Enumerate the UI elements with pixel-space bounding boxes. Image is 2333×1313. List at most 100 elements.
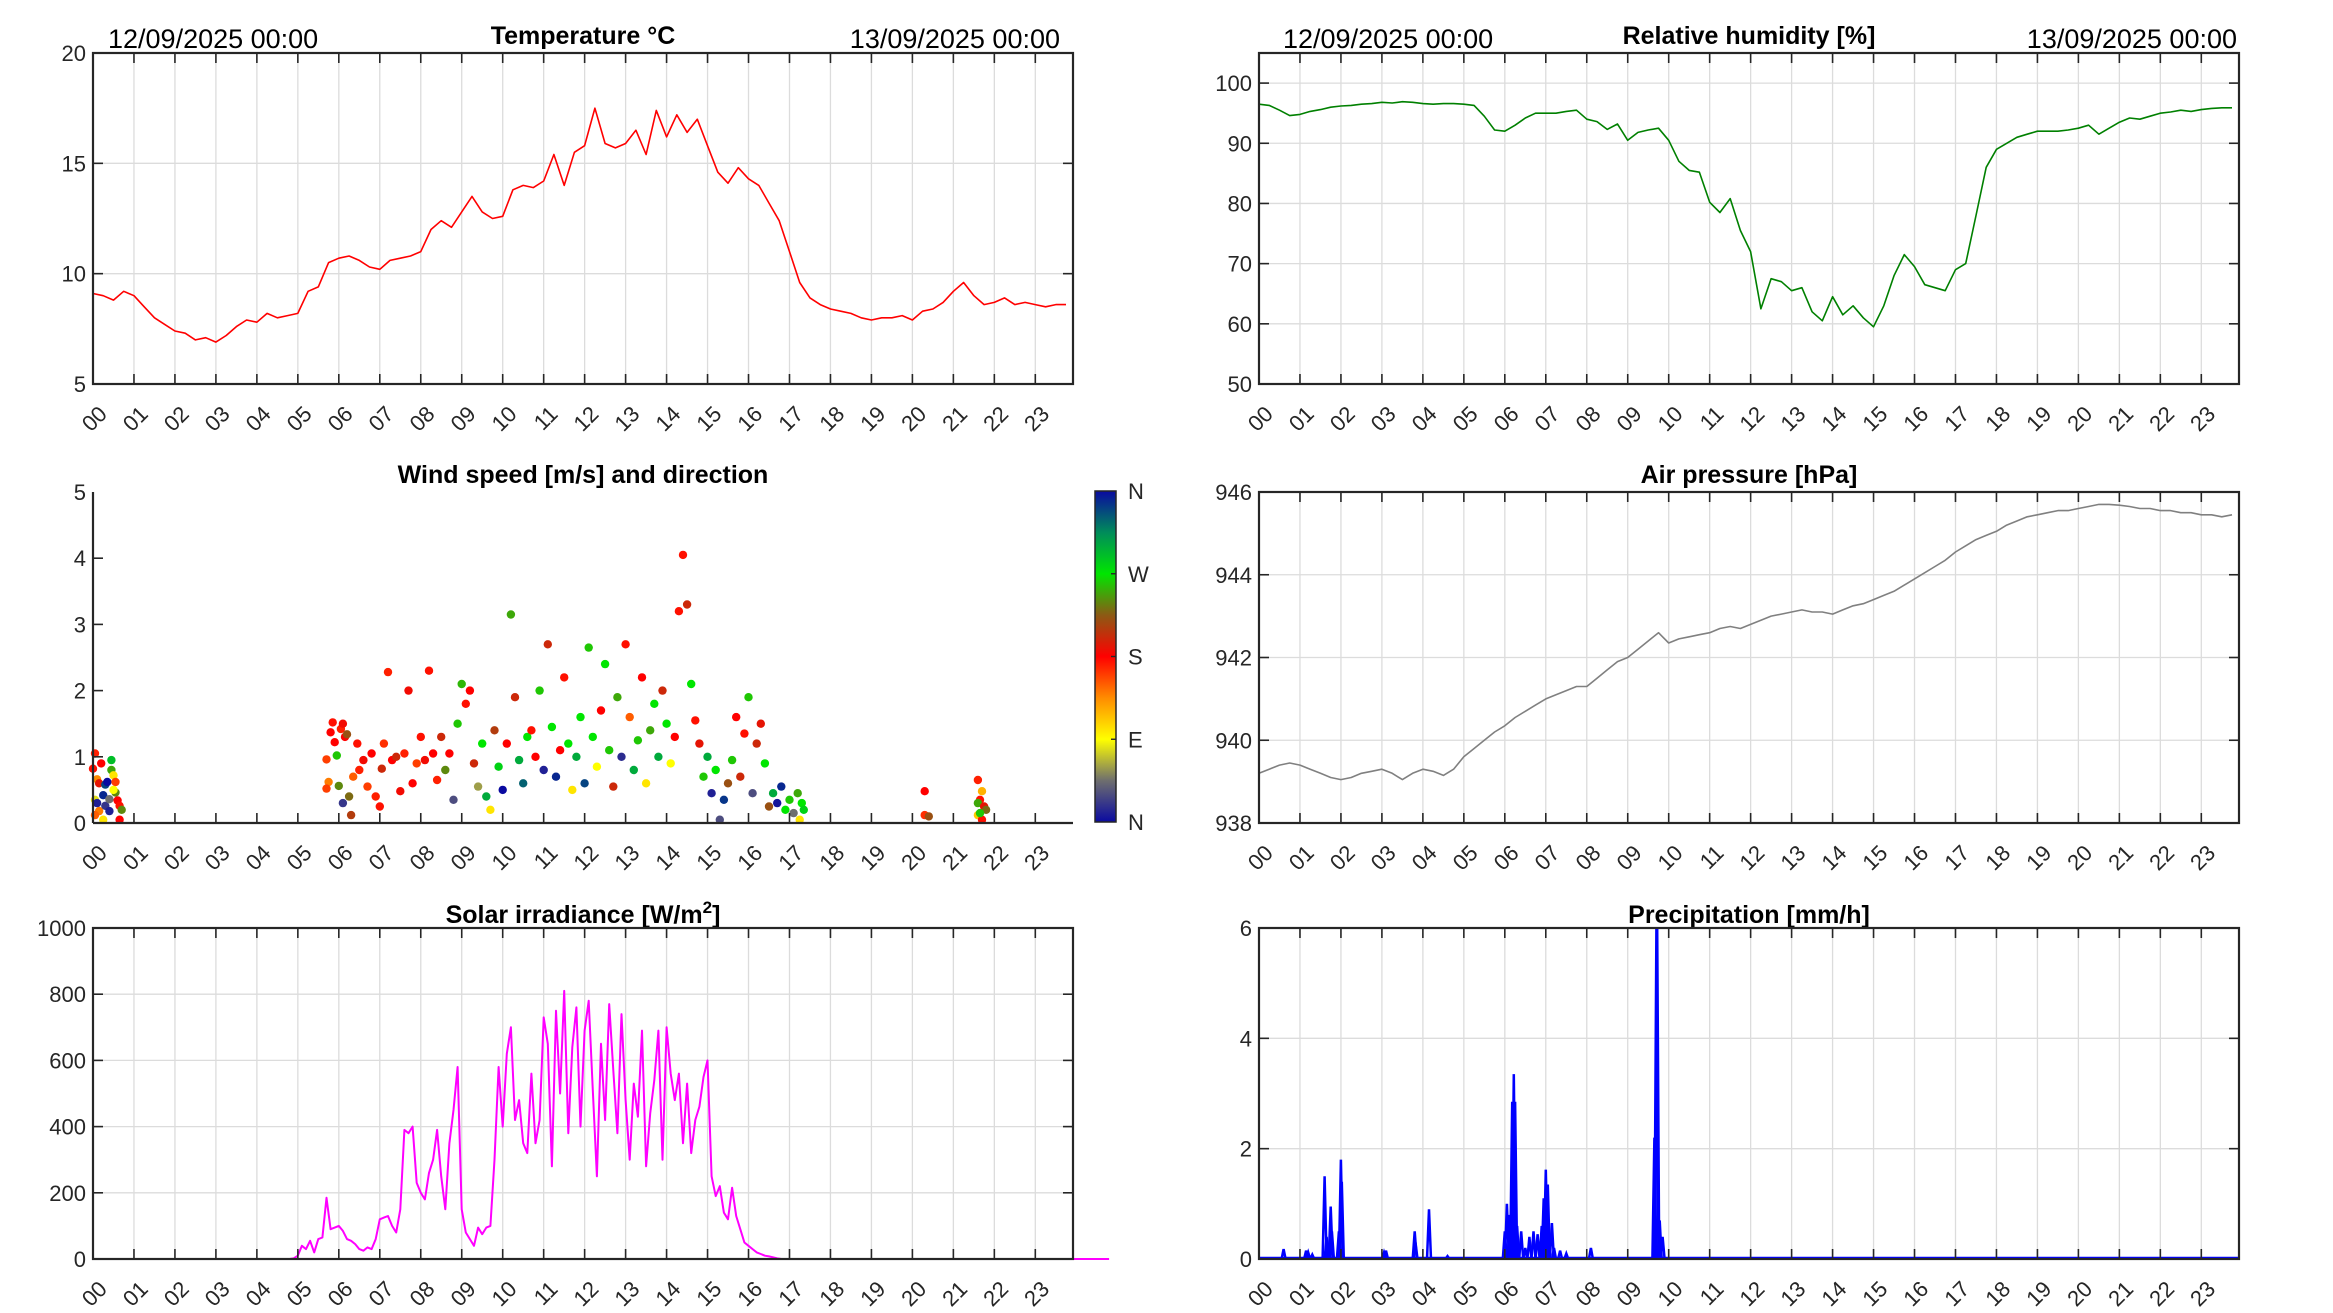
wind-point <box>322 755 331 764</box>
chart-title: Relative humidity [%] <box>1623 22 1876 50</box>
x-tick-label: 18 <box>1980 401 2015 436</box>
wind-point <box>572 752 581 761</box>
x-tick-label: 01 <box>118 401 153 436</box>
x-tick-label: 16 <box>1898 401 1933 436</box>
wind-point <box>486 805 495 814</box>
precipitation-spike <box>1280 1248 1287 1260</box>
x-tick-label: 08 <box>405 840 440 875</box>
y-tick-label: 5 <box>74 372 86 397</box>
x-tick-label: 09 <box>446 401 481 436</box>
precipitation-spike <box>1511 1101 1519 1260</box>
x-tick-label: 07 <box>364 401 399 436</box>
x-tick-label: 04 <box>1407 840 1442 875</box>
wind-point <box>539 765 548 775</box>
x-tick-label: 15 <box>1857 401 1892 436</box>
wind-point <box>799 805 808 814</box>
wind-point <box>768 789 778 798</box>
wind-point <box>420 755 430 765</box>
x-tick-label: 07 <box>364 1276 399 1311</box>
x-tick-label: 06 <box>1489 401 1524 436</box>
wind-point <box>977 787 987 796</box>
wind-point <box>502 739 511 748</box>
wind-point <box>92 798 102 808</box>
x-tick-label: 15 <box>1857 840 1892 875</box>
wind-point <box>625 712 634 722</box>
wind-point <box>719 795 729 804</box>
precipitation-spike <box>1338 1181 1346 1260</box>
wind-point <box>359 755 368 765</box>
x-tick-label: 06 <box>1489 1276 1524 1311</box>
y-tick-label: 15 <box>62 151 86 176</box>
x-tick-label: 21 <box>937 840 972 875</box>
x-tick-label: 05 <box>1448 840 1483 875</box>
wind-point <box>555 746 565 755</box>
wind-point <box>328 718 337 727</box>
x-tick-label: 04 <box>241 840 276 875</box>
wind-point <box>560 673 569 682</box>
wind-point <box>543 640 552 649</box>
wind-point <box>377 764 386 773</box>
x-tick-label: 22 <box>978 840 1013 875</box>
x-tick-label: 16 <box>732 401 767 436</box>
wind-point <box>408 779 417 788</box>
y-tick-label: 1000 <box>37 916 86 941</box>
precipitation-spike <box>1556 1250 1564 1260</box>
y-tick-label: 60 <box>1228 312 1252 337</box>
x-tick-label: 05 <box>282 401 317 436</box>
x-tick-label: 09 <box>446 840 481 875</box>
date-start-label: 12/09/2025 00:00 <box>108 24 318 54</box>
wind-point <box>338 719 348 728</box>
panel-humidity: 12/09/2025 00:00 Relative humidity [%] 1… <box>1215 22 2241 436</box>
x-tick-label: 21 <box>937 1276 972 1311</box>
x-tick-label: 10 <box>487 401 522 436</box>
axes-box <box>1257 51 2241 386</box>
wind-point <box>367 749 376 758</box>
wind-point <box>609 782 618 791</box>
wind-point <box>687 679 696 689</box>
wind-point <box>353 739 362 748</box>
wind-point <box>670 732 679 742</box>
wind-point <box>117 805 126 814</box>
wind-point <box>115 815 124 824</box>
wind-point <box>674 607 684 616</box>
x-tick-label: 16 <box>732 840 767 875</box>
wind-point <box>773 798 782 808</box>
y-tick-label: 946 <box>1215 480 1252 505</box>
x-tick-label: 09 <box>446 1276 481 1311</box>
x-tick-label: 22 <box>2144 401 2179 436</box>
wind-point <box>658 686 667 695</box>
x-tick-label: 14 <box>1816 840 1851 875</box>
temperature-series-line <box>92 107 1066 343</box>
wind-point <box>330 738 339 747</box>
wind-point <box>109 771 118 780</box>
wind-point <box>412 759 421 768</box>
x-tick-label: 20 <box>896 1276 931 1311</box>
y-tick-label: 944 <box>1215 563 1252 588</box>
wind-point <box>535 686 544 695</box>
x-tick-label: 03 <box>200 401 235 436</box>
wind-point <box>699 772 708 781</box>
y-tick-label: 5 <box>74 480 86 505</box>
precipitation-spike <box>1321 1176 1328 1260</box>
x-tick-label: 00 <box>1243 1276 1278 1311</box>
x-tick-label: 19 <box>855 1276 890 1311</box>
y-tick-label: 800 <box>49 982 86 1007</box>
precipitation-spike <box>1544 1184 1552 1260</box>
humidity-series-line <box>1258 100 2232 328</box>
plot-area <box>93 492 1073 823</box>
wind-point <box>334 781 343 791</box>
x-tick-label: 12 <box>568 401 603 436</box>
x-tick-label: 08 <box>1571 1276 1606 1311</box>
wind-point <box>453 719 462 728</box>
title-superscript: 2 <box>703 898 712 917</box>
y-tick-label: 20 <box>62 41 86 66</box>
x-tick-label: 02 <box>159 840 194 875</box>
x-tick-label: 02 <box>159 1276 194 1311</box>
x-tick-label: 19 <box>2021 1276 2056 1311</box>
wind-point <box>523 732 532 742</box>
precipitation-spike <box>1513 1225 1521 1260</box>
x-tick-label: 22 <box>978 401 1013 436</box>
wind-point <box>490 726 499 735</box>
wind-point <box>510 693 520 702</box>
x-tick-label: 02 <box>1325 840 1360 875</box>
